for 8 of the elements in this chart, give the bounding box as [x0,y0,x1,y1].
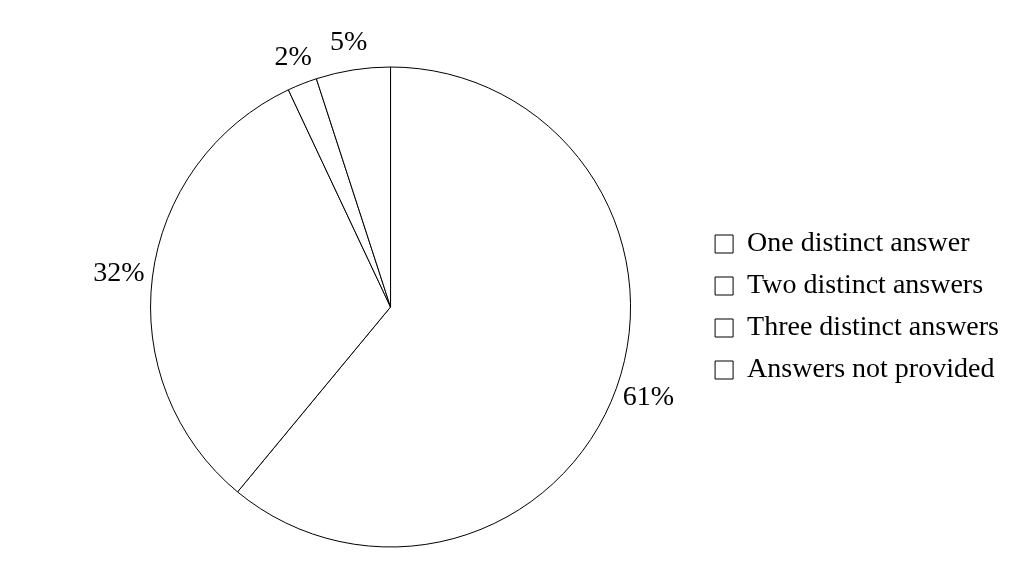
legend-label: Three distinct answers [747,310,999,342]
data-label: 5% [329,24,368,56]
legend-label: One distinct answer [747,226,971,258]
data-label: 32% [93,255,145,287]
data-label: 2% [274,40,312,72]
legend-label: Two distinct answers [747,268,984,300]
legend-label: Answers not provided [747,352,995,384]
data-label: 61% [622,380,675,412]
